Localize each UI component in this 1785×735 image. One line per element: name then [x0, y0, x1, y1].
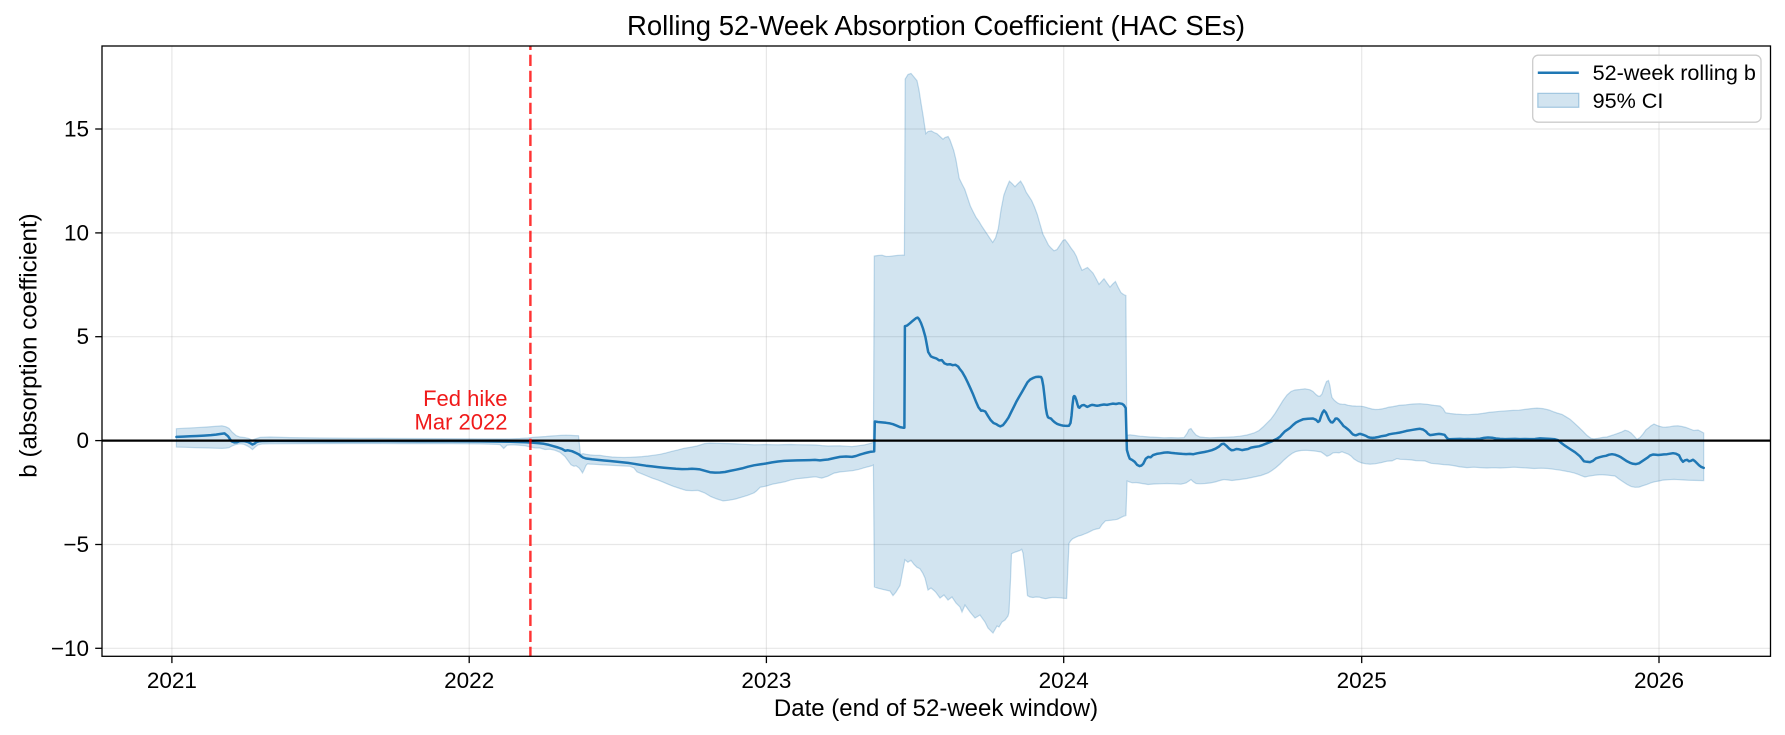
- svg-text:−10: −10: [51, 636, 89, 661]
- svg-text:−5: −5: [63, 532, 89, 557]
- svg-text:10: 10: [64, 220, 89, 245]
- svg-text:Rolling 52-Week Absorption Coe: Rolling 52-Week Absorption Coefficient (…: [627, 10, 1245, 41]
- svg-text:0: 0: [76, 428, 89, 453]
- svg-text:2026: 2026: [1634, 668, 1684, 693]
- svg-text:2025: 2025: [1337, 668, 1387, 693]
- svg-text:Date (end of 52-week window): Date (end of 52-week window): [774, 695, 1098, 722]
- svg-text:52-week rolling b: 52-week rolling b: [1593, 60, 1756, 85]
- svg-text:2024: 2024: [1039, 668, 1089, 693]
- svg-text:2022: 2022: [444, 668, 494, 693]
- svg-text:95% CI: 95% CI: [1593, 88, 1664, 113]
- svg-text:15: 15: [64, 117, 89, 142]
- svg-text:b (absorption coefficient): b (absorption coefficient): [16, 213, 43, 477]
- svg-text:2023: 2023: [741, 668, 791, 693]
- svg-text:2021: 2021: [147, 668, 197, 693]
- svg-text:Mar 2022: Mar 2022: [415, 410, 508, 435]
- svg-text:Fed hike: Fed hike: [423, 386, 507, 411]
- svg-text:5: 5: [76, 324, 89, 349]
